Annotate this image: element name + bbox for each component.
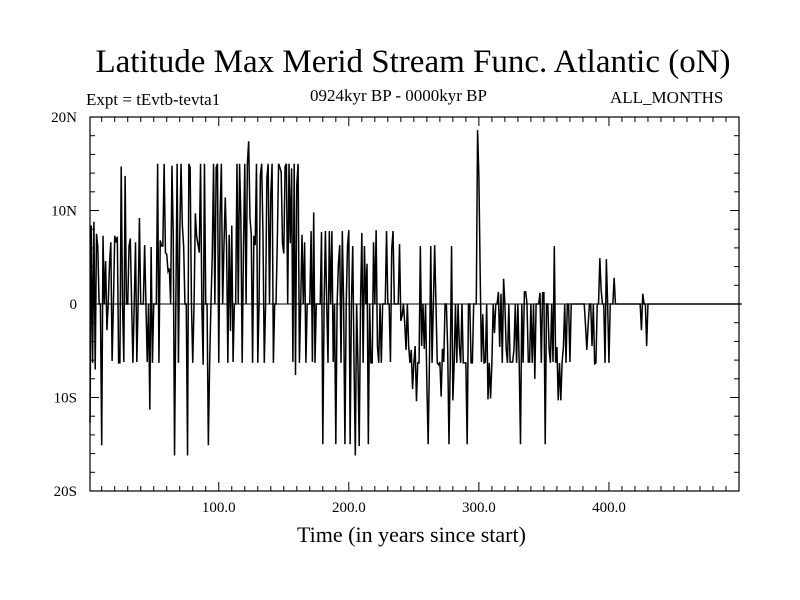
y-tick-label: 10S [54, 391, 77, 407]
x-tick-label: 200.0 [332, 500, 366, 516]
y-tick-label: 20N [51, 110, 77, 126]
period-label: 0924kyr BP - 0000kyr BP [310, 86, 487, 105]
x-axis-label: Time (in years since start) [297, 522, 526, 547]
x-tick-label: 100.0 [202, 500, 236, 516]
months-label: ALL_MONTHS [610, 88, 724, 107]
y-tick-label: 10N [51, 204, 77, 220]
x-tick-label: 300.0 [462, 500, 496, 516]
x-tick-label: 400.0 [592, 500, 626, 516]
y-tick-label: 20S [54, 484, 77, 500]
y-tick-label: 0 [70, 297, 78, 313]
chart-title: Latitude Max Merid Stream Func. Atlantic… [95, 44, 731, 80]
series-line-0 [89, 130, 742, 456]
experiment-label: Expt = tEvtb-tevta1 [86, 90, 221, 109]
